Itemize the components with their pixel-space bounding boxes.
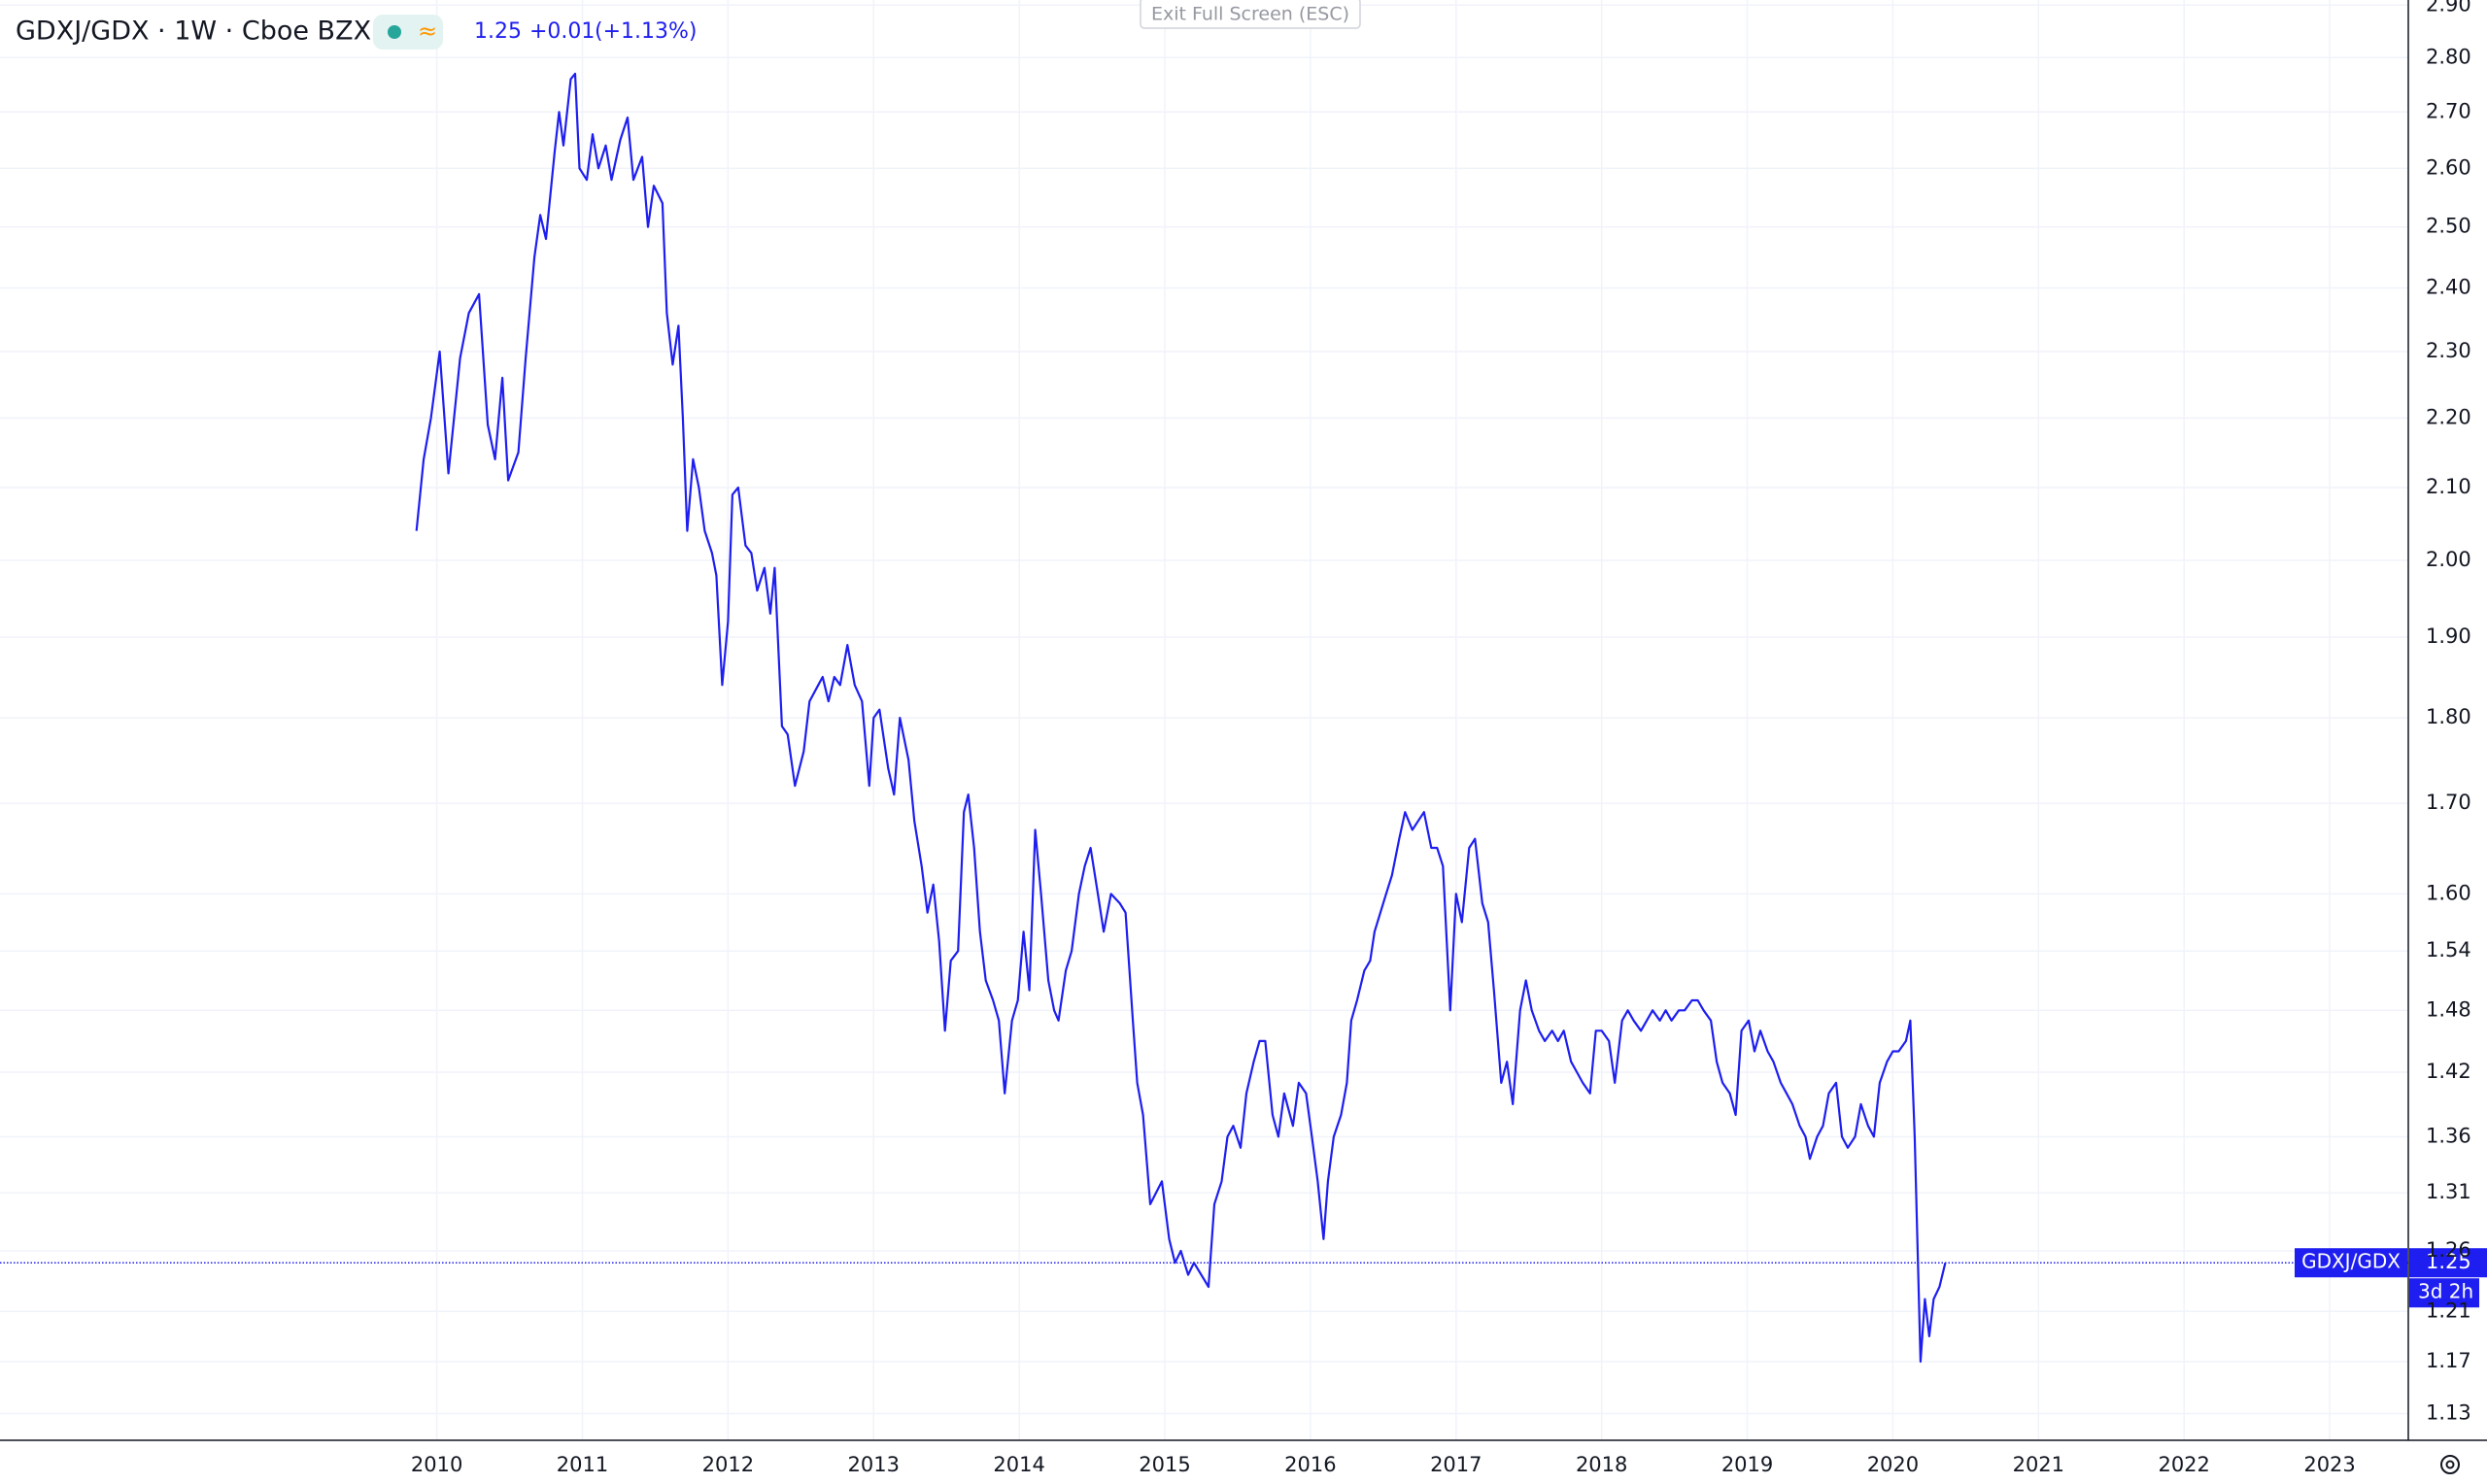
settings-hub xyxy=(2445,1460,2455,1469)
y-tick-label: 1.70 xyxy=(2426,791,2471,814)
exit-fullscreen-label: Exit Full Screen (ESC) xyxy=(1151,4,1349,25)
y-tick-label: 1.13 xyxy=(2426,1401,2471,1425)
y-tick-label: 1.42 xyxy=(2426,1060,2471,1083)
countdown-label: 3d 2h xyxy=(2418,1280,2473,1303)
last-value-label: 1.25 xyxy=(2426,1250,2471,1273)
plot xyxy=(0,72,2408,1364)
y-tick-label: 1.21 xyxy=(2426,1298,2471,1322)
y-tick-label: 2.60 xyxy=(2426,155,2471,179)
status-dot xyxy=(388,25,401,39)
y-tick-label: 2.70 xyxy=(2426,99,2471,122)
price-labels: GDXJ/GDX 1.25 3d 2h xyxy=(2295,1248,2487,1308)
x-tick-label: 2011 xyxy=(557,1453,608,1476)
x-tick-label: 2018 xyxy=(1576,1453,1627,1476)
series-name-box xyxy=(2295,1248,2407,1278)
y-tick-label: 1.36 xyxy=(2426,1124,2471,1147)
x-tick-label: 2022 xyxy=(2158,1453,2209,1476)
x-tick-label: 2020 xyxy=(1867,1453,1919,1476)
x-tick-label: 2012 xyxy=(702,1453,754,1476)
y-tick-label: 2.10 xyxy=(2426,475,2471,498)
x-tick-label: 2019 xyxy=(1721,1453,1773,1476)
y-tick-label: 2.90 xyxy=(2426,0,2471,16)
grid xyxy=(0,0,2408,1440)
price-line xyxy=(415,72,1947,1364)
y-tick-label: 1.26 xyxy=(2426,1238,2471,1262)
exit-fullscreen-button[interactable] xyxy=(1140,0,1361,29)
legend-icons[interactable] xyxy=(373,15,443,50)
chart-title: GDXJ/GDX · 1W · Cboe BZX xyxy=(16,17,371,47)
last-value-box xyxy=(2409,1248,2487,1278)
approx-icon: ≈ xyxy=(418,17,437,45)
y-tick-label: 1.54 xyxy=(2426,938,2471,961)
y-tick-label: 1.48 xyxy=(2426,997,2471,1021)
y-tick-label: 2.00 xyxy=(2426,548,2471,571)
y-tick-label: 2.20 xyxy=(2426,405,2471,428)
x-tick-label: 2016 xyxy=(1284,1453,1336,1476)
y-tick-label: 1.17 xyxy=(2426,1349,2471,1372)
settings-icon[interactable] xyxy=(2440,1455,2460,1474)
settings-gear xyxy=(2440,1455,2460,1474)
x-tick-label: 2013 xyxy=(848,1453,900,1476)
countdown-box xyxy=(2409,1278,2479,1308)
x-tick-label: 2021 xyxy=(2013,1453,2064,1476)
y-tick-label: 2.30 xyxy=(2426,339,2471,362)
y-tick-label: 2.80 xyxy=(2426,45,2471,68)
y-tick-label: 2.50 xyxy=(2426,215,2471,238)
x-tick-label: 2015 xyxy=(1139,1453,1190,1476)
y-tick-label: 1.80 xyxy=(2426,705,2471,728)
header-change: +0.01 xyxy=(529,19,595,44)
y-tick-label: 2.40 xyxy=(2426,275,2471,298)
x-tick-label: 2010 xyxy=(411,1453,462,1476)
y-tick-label: 1.60 xyxy=(2426,881,2471,904)
x-tick-label: 2023 xyxy=(2303,1453,2355,1476)
y-tick-label: 1.90 xyxy=(2426,624,2471,648)
series-name-label: GDXJ/GDX xyxy=(2301,1250,2401,1273)
x-tick-label: 2014 xyxy=(993,1453,1044,1476)
header-last: 1.25 xyxy=(474,19,522,44)
header-change-pct: (+1.13%) xyxy=(595,19,698,44)
x-tick-label: 2017 xyxy=(1430,1453,1482,1476)
y-tick-label: 1.31 xyxy=(2426,1180,2471,1203)
